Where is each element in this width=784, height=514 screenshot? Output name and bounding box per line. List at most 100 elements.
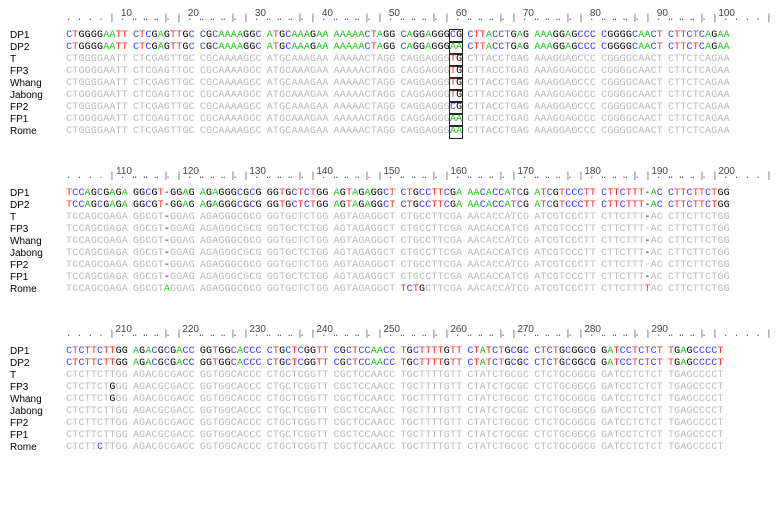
ruler-number: 190 bbox=[651, 166, 668, 178]
ruler-number: 80 bbox=[590, 8, 601, 20]
sample-label: DP2 bbox=[10, 358, 66, 370]
sequence-row: WhangCTGGGGAATTCTCGAGTTGCCGCAAAAGGCATGCA… bbox=[10, 78, 774, 90]
base-cell: G bbox=[724, 260, 730, 272]
sequence: TCCAGCGAGAGGCGT-GGAGAGAGGGCGCGGGTGCTCTGG… bbox=[66, 200, 730, 212]
base-cell: A bbox=[724, 102, 730, 114]
base-cell: A bbox=[724, 114, 730, 126]
sequence: TCCAGCGAGAGGCGT-GGAGAGAGGGCGCGGGTGCTCTGG… bbox=[66, 260, 730, 272]
sequence-row: FP1CTCTTCTTGGAGACGCGACCGGTGGCACCCCTGCTCG… bbox=[10, 430, 774, 442]
ruler-number: 90 bbox=[657, 8, 668, 20]
ruler-label bbox=[10, 10, 66, 22]
base-cell: T bbox=[717, 358, 723, 370]
alignment-view: . . . . | . . . . |10. . . . | . . . . |… bbox=[10, 10, 774, 454]
ruler-label bbox=[10, 326, 66, 338]
ruler-number: 20 bbox=[188, 8, 199, 20]
sequence-row: WhangCTCTTCTGGGAGACGCGACCGGTGGCACCCCTGCT… bbox=[10, 394, 774, 406]
sequence: CTGGGGAATTCTCGAGTTGCCGCAAAAGGCATGCAAAGAA… bbox=[66, 30, 730, 42]
base-cell: A bbox=[724, 42, 730, 54]
sequence-row: JabongCTGGGGAATTCTCGAGTTGCCGCAAAAGGCATGC… bbox=[10, 90, 774, 102]
ruler: . . . . | . . . . |10. . . . | . . . . |… bbox=[66, 10, 731, 22]
sample-label: Jabong bbox=[10, 90, 66, 102]
base-cell: G bbox=[724, 284, 730, 296]
sequence: TCCAGCGAGAGGCGTAGGAGAGAGGGCGCGGGTGCTCTGG… bbox=[66, 284, 730, 296]
base-cell: T bbox=[717, 430, 723, 442]
sample-label: FP1 bbox=[10, 430, 66, 442]
base-cell: A bbox=[724, 54, 730, 66]
ruler-number: 170 bbox=[517, 166, 534, 178]
ruler-number: 290 bbox=[651, 324, 668, 336]
base-cell: T bbox=[717, 442, 723, 454]
sample-label: T bbox=[10, 212, 66, 224]
sample-label: Whang bbox=[10, 236, 66, 248]
ruler-number: 50 bbox=[389, 8, 400, 20]
sequence-row: TCTCTTCTTGGAGACGCGACCGGTGGCACCCCTGCTCGGT… bbox=[10, 370, 774, 382]
ruler-number: 150 bbox=[383, 166, 400, 178]
base-cell: A bbox=[724, 78, 730, 90]
sequence-row: DP1CTCTTCTTGGAGACGCGACCGGTGGCACCCCTGCTCG… bbox=[10, 346, 774, 358]
ruler-number: 200 bbox=[718, 166, 735, 178]
ruler-number: 140 bbox=[316, 166, 333, 178]
base-cell: T bbox=[717, 370, 723, 382]
sequence-row: FP2CTGGGGAATTCTCGAGTTGCCGCAAAAGGCATGCAAA… bbox=[10, 102, 774, 114]
sample-label: DP1 bbox=[10, 188, 66, 200]
ruler-number: 110 bbox=[116, 166, 132, 178]
sequence: CTGGGGAATTCTCGAGTTGCCGCAAAAGGCATGCAAAGAA… bbox=[66, 90, 730, 102]
base-cell: A bbox=[449, 125, 456, 139]
sequence-row: FP1CTGGGGAATTCTCGAGTTGCCGCAAAAGGCATGCAAA… bbox=[10, 114, 774, 126]
sample-label: FP1 bbox=[10, 114, 66, 126]
ruler-row: . . . . | . . . . |210. . . . | . . . . … bbox=[10, 326, 774, 338]
ruler-number: 270 bbox=[517, 324, 534, 336]
sequence-row: DP2CTGGGGAATTCTCGAGTTGCCGCAAAAGGCATGCAAA… bbox=[10, 42, 774, 54]
alignment-block: . . . . | . . . . |110. . . . | . . . . … bbox=[10, 168, 774, 296]
sequence-row: FP3TCCAGCGAGAGGCGT-GGAGAGAGGGCGCGGGTGCTC… bbox=[10, 224, 774, 236]
sequence-row: JabongTCCAGCGAGAGGCGT-GGAGAGAGGGCGCGGGTG… bbox=[10, 248, 774, 260]
sequence: CTCTTCTTGGAGACGCGACCGGTGGCACCCCTGCTCGGTT… bbox=[66, 346, 724, 358]
base-cell: T bbox=[717, 394, 723, 406]
sequence-row: DP2CTCTTCTTGGAGACGCGACCGGTGGCACCCCTGCTCG… bbox=[10, 358, 774, 370]
base-cell: G bbox=[724, 248, 730, 260]
sequence: TCCAGCGAGAGGCGT-GGAGAGAGGGCGCGGGTGCTCTGG… bbox=[66, 248, 730, 260]
base-cell: G bbox=[724, 212, 730, 224]
base-cell: T bbox=[717, 346, 723, 358]
sequence-row: FP1TCCAGCGAGAGGCGT-GGAGAGAGGGCGCGGGTGCTC… bbox=[10, 272, 774, 284]
sample-label: DP2 bbox=[10, 200, 66, 212]
sample-label: T bbox=[10, 370, 66, 382]
sample-label: Jabong bbox=[10, 406, 66, 418]
sample-label: T bbox=[10, 54, 66, 66]
sequence: CTCTTCTTGGAGACGCGACCGGTGGCACCCCTGCTCGGTT… bbox=[66, 370, 724, 382]
sequence: TCCAGCGAGAGGCGT-GGAGAGAGGGCGCGGGTGCTCTGG… bbox=[66, 188, 730, 200]
sequence: TCCAGCGAGAGGCGT-GGAGAGAGGGCGCGGGTGCTCTGG… bbox=[66, 272, 730, 284]
sample-label: FP2 bbox=[10, 102, 66, 114]
sample-label: FP3 bbox=[10, 382, 66, 394]
sample-label: Rome bbox=[10, 442, 66, 454]
base-cell: G bbox=[724, 188, 730, 200]
sequence: CTGGGGAATTCTCGAGTTGCCGCAAAAGGCATGCAAAGAA… bbox=[66, 126, 730, 138]
sample-label: Whang bbox=[10, 78, 66, 90]
sequence: CTCTTCTTGGAGACGCGACCGGTGGCACCCCTGCTCGGTT… bbox=[66, 442, 724, 454]
ruler-number: 120 bbox=[182, 166, 199, 178]
sequence: CTGGGGAATTCTCGAGTTGCCGCAAAAGGCATGCAAAGAA… bbox=[66, 66, 730, 78]
sequence-row: DP1CTGGGGAATTCTCGAGTTGCCGCAAAAGGCATGCAAA… bbox=[10, 30, 774, 42]
ruler-number: 180 bbox=[584, 166, 601, 178]
sequence: CTGGGGAATTCTCGAGTTGCCGCAAAAGGCATGCAAAGAA… bbox=[66, 102, 730, 114]
ruler-number: 100 bbox=[718, 8, 735, 20]
sequence: CTCTTCTGGGAGACGCGACCGGTGGCACCCCTGCTCGGTT… bbox=[66, 382, 724, 394]
sequence-row: DP2TCCAGCGAGAGGCGT-GGAGAGAGGGCGCGGGTGCTC… bbox=[10, 200, 774, 212]
sequence: CTCTTCTTGGAGACGCGACCGGTGGCACCCCTGCTCGGTT… bbox=[66, 418, 724, 430]
base-cell: A bbox=[724, 126, 730, 138]
sequence-row: TTCCAGCGAGAGGCGT-GGAGAGAGGGCGCGGGTGCTCTG… bbox=[10, 212, 774, 224]
sequence-row: RomeCTGGGGAATTCTCGAGTTGCCGCAAAAGGCATGCAA… bbox=[10, 126, 774, 138]
sample-label: Rome bbox=[10, 126, 66, 138]
base-cell: T bbox=[717, 406, 723, 418]
ruler-number: 240 bbox=[316, 324, 333, 336]
sample-label: FP3 bbox=[10, 66, 66, 78]
ruler-number: 40 bbox=[322, 8, 333, 20]
base-cell: G bbox=[724, 236, 730, 248]
sample-label: Whang bbox=[10, 394, 66, 406]
sequence-row: JabongCTCTTCTTGGAGACGCGACCGGTGGCACCCCTGC… bbox=[10, 406, 774, 418]
ruler-number: 250 bbox=[383, 324, 400, 336]
base-cell: A bbox=[724, 90, 730, 102]
sequence-row: RomeTCCAGCGAGAGGCGTAGGAGAGAGGGCGCGGGTGCT… bbox=[10, 284, 774, 296]
base-cell: G bbox=[724, 224, 730, 236]
sample-label: FP2 bbox=[10, 418, 66, 430]
